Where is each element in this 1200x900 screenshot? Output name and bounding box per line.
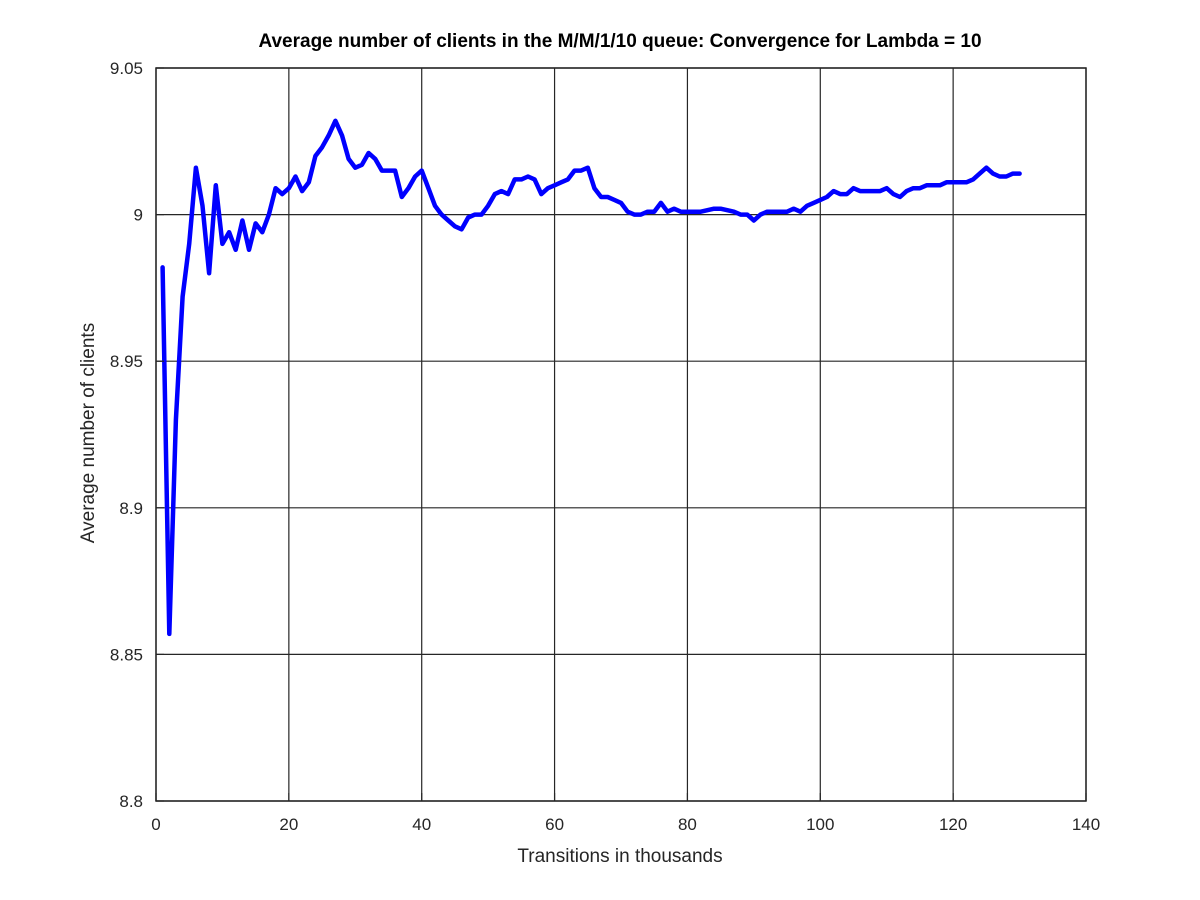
chart-title: Average number of clients in the M/M/1/1… xyxy=(258,31,981,52)
y-tick-label: 9 xyxy=(134,206,143,225)
x-axis-label: Transitions in thousands xyxy=(517,846,722,867)
x-tick-label: 120 xyxy=(939,815,967,834)
y-tick-label: 9.05 xyxy=(110,59,143,78)
y-tick-label: 8.8 xyxy=(119,792,143,811)
x-tick-label: 100 xyxy=(806,815,834,834)
x-tick-label: 0 xyxy=(151,815,160,834)
axis-ticks: 0 20 40 60 80 100 120 140 8.8 8.85 8.9 8.95 9 9.05 xyxy=(110,59,1100,834)
x-tick-label: 140 xyxy=(1072,815,1100,834)
plot-frame xyxy=(155,67,1087,802)
x-tick-label: 40 xyxy=(412,815,431,834)
series-line xyxy=(160,118,1022,637)
y-tick-label: 8.85 xyxy=(110,645,143,664)
y-tick-label: 8.9 xyxy=(119,499,143,518)
y-tick-label: 8.95 xyxy=(110,352,143,371)
x-tick-label: 60 xyxy=(545,815,564,834)
x-tick-label: 80 xyxy=(678,815,697,834)
y-axis-label: Average number of clients xyxy=(78,323,99,543)
x-tick-label: 20 xyxy=(279,815,298,834)
series-layer xyxy=(160,118,1022,637)
